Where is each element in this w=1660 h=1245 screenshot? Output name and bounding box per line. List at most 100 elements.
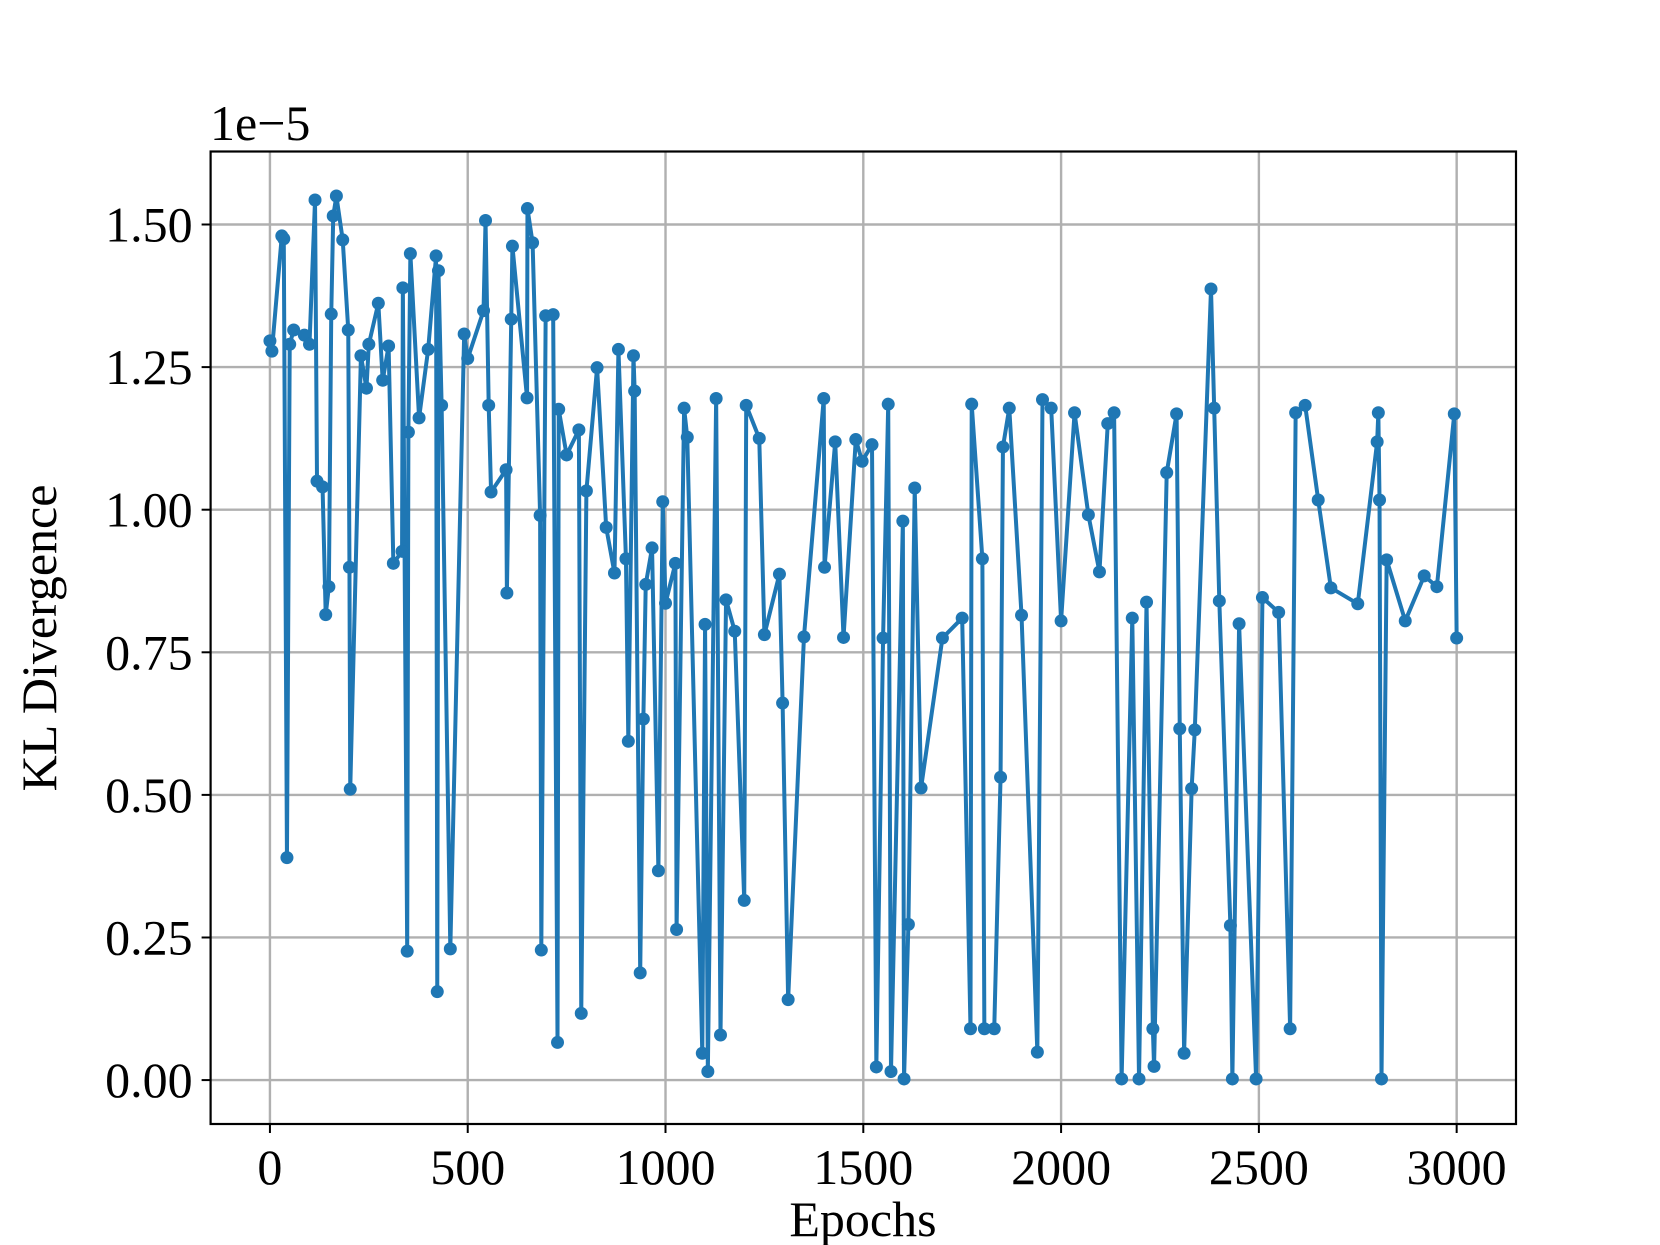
- data-point: [1289, 406, 1303, 420]
- data-point: [1450, 631, 1464, 645]
- data-point: [499, 463, 513, 477]
- data-point: [505, 239, 519, 253]
- data-point: [1054, 614, 1068, 628]
- y-tick-label: 1.00: [105, 482, 193, 538]
- data-point: [1107, 406, 1121, 420]
- data-point: [326, 209, 340, 223]
- data-point: [1371, 406, 1385, 420]
- data-point: [400, 944, 414, 958]
- data-point: [757, 628, 771, 642]
- data-point: [329, 189, 343, 203]
- data-point: [739, 398, 753, 412]
- data-point: [896, 514, 910, 528]
- y-tick-label: 0.00: [105, 1052, 193, 1108]
- data-point: [607, 566, 621, 580]
- data-point: [534, 943, 548, 957]
- data-point: [552, 402, 566, 416]
- data-point: [342, 560, 356, 574]
- data-point: [533, 508, 547, 522]
- data-point: [837, 630, 851, 644]
- data-point: [797, 630, 811, 644]
- data-point: [719, 593, 733, 607]
- data-point: [668, 556, 682, 570]
- data-point: [908, 481, 922, 495]
- data-point: [728, 624, 742, 638]
- data-point: [1417, 569, 1431, 583]
- data-point: [395, 544, 409, 558]
- data-point: [884, 1065, 898, 1079]
- data-point: [656, 495, 670, 509]
- data-point: [265, 344, 279, 358]
- data-point: [1015, 608, 1029, 622]
- data-point: [484, 485, 498, 499]
- data-point: [965, 397, 979, 411]
- data-point: [1170, 407, 1184, 421]
- data-point: [572, 423, 586, 437]
- data-point: [626, 349, 640, 363]
- data-point: [371, 296, 385, 310]
- data-point: [645, 541, 659, 555]
- data-point: [1373, 493, 1387, 507]
- y-tick-label: 0.75: [105, 624, 193, 680]
- data-point: [737, 893, 751, 907]
- x-tick-label: 1000: [616, 1139, 716, 1195]
- data-point: [633, 966, 647, 980]
- data-point: [659, 596, 673, 610]
- data-point: [855, 454, 869, 468]
- data-point: [680, 430, 694, 444]
- data-point: [343, 782, 357, 796]
- data-point: [818, 560, 832, 574]
- data-point: [336, 233, 350, 247]
- data-point: [263, 334, 277, 348]
- data-point: [319, 608, 333, 622]
- data-point: [551, 1035, 565, 1049]
- data-point: [362, 337, 376, 351]
- data-point: [1272, 605, 1286, 619]
- data-point: [987, 1022, 1001, 1036]
- data-point: [280, 851, 294, 865]
- data-point: [670, 923, 684, 936]
- data-point: [382, 339, 396, 353]
- data-point: [651, 864, 665, 878]
- y-tick-label: 0.25: [105, 909, 193, 965]
- data-point: [1173, 722, 1187, 736]
- data-point: [401, 425, 415, 439]
- data-point: [876, 631, 890, 645]
- data-point: [828, 435, 842, 449]
- data-point: [1092, 565, 1106, 579]
- data-point: [359, 381, 373, 395]
- data-point: [1225, 1072, 1239, 1086]
- data-point: [479, 214, 493, 228]
- data-point: [308, 193, 322, 207]
- data-point: [975, 552, 989, 566]
- data-point: [1311, 493, 1325, 507]
- data-point: [316, 480, 330, 494]
- data-point: [1125, 611, 1139, 625]
- data-point: [1188, 723, 1202, 737]
- data-point: [1160, 466, 1174, 480]
- x-tick-label: 1500: [813, 1139, 913, 1195]
- data-point: [1101, 417, 1115, 431]
- data-point: [1068, 406, 1082, 420]
- y-offset-label: 1e−5: [210, 95, 310, 151]
- data-point: [964, 1022, 978, 1036]
- data-point: [639, 577, 653, 591]
- data-point: [709, 391, 723, 405]
- data-point: [698, 617, 712, 631]
- data-point: [996, 440, 1010, 454]
- data-point: [1283, 1022, 1297, 1036]
- data-point: [431, 264, 445, 278]
- data-point: [1370, 435, 1384, 449]
- data-point: [341, 323, 355, 337]
- data-point: [435, 398, 449, 412]
- y-tick-label: 0.50: [105, 767, 193, 823]
- x-tick-label: 2500: [1209, 1139, 1309, 1195]
- data-point: [482, 398, 496, 412]
- data-point: [560, 448, 574, 462]
- data-point: [1398, 614, 1412, 628]
- data-point: [287, 323, 301, 337]
- data-point: [443, 942, 457, 956]
- plot-frame: [209, 150, 1518, 1126]
- data-point: [977, 1022, 991, 1036]
- data-point: [1147, 1059, 1161, 1073]
